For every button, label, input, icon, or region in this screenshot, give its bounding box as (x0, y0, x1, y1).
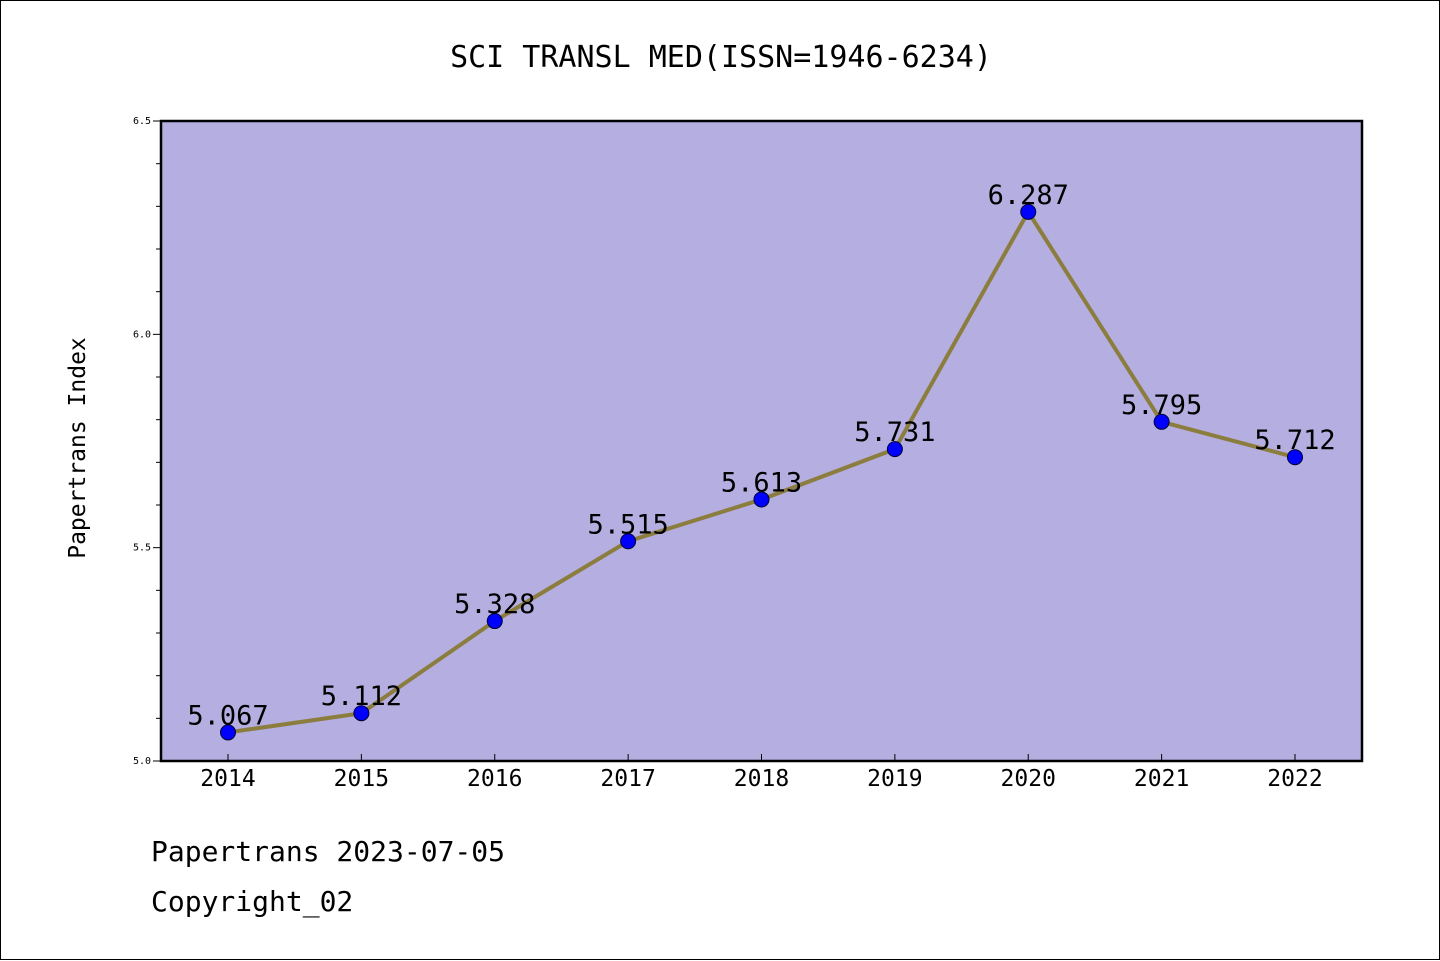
x-tick-label: 2021 (1134, 766, 1189, 792)
data-label: 5.613 (721, 467, 802, 498)
y-tick-label: 6.0 (133, 329, 151, 340)
x-tick-label: 2019 (867, 766, 922, 792)
data-label: 5.067 (187, 700, 268, 731)
data-label: 5.515 (587, 509, 668, 540)
data-point (1153, 413, 1170, 430)
footer-date: Papertrans 2023-07-05 (151, 835, 506, 868)
data-label: 5.112 (321, 681, 402, 712)
data-label: 5.795 (1121, 390, 1202, 421)
x-tick-label: 2014 (200, 766, 255, 792)
data-point (620, 533, 637, 550)
x-tick-label: 2017 (600, 766, 655, 792)
plot-area: 5.0 5.5 6.0 6.5 2014 2015 2016 2017 2018 2019 2020… (133, 116, 1364, 792)
data-label: 6.287 (988, 180, 1069, 211)
y-tick-label: 6.5 (133, 116, 151, 127)
data-point (1287, 449, 1303, 466)
data-label: 5.731 (854, 417, 935, 448)
data-point (1020, 203, 1037, 220)
data-point (886, 441, 903, 458)
data-label: 5.328 (454, 589, 535, 620)
data-point (486, 613, 503, 630)
chart-title: SCI TRANSL MED(ISSN=1946-6234) (450, 40, 992, 75)
data-label: 5.712 (1254, 425, 1335, 456)
x-tick-label: 2018 (734, 766, 789, 792)
footer-copyright: Copyright_02 (151, 885, 354, 918)
x-tick-label: 2016 (467, 766, 522, 792)
x-tick-label: 2015 (334, 766, 389, 792)
y-axis-label: Papertrans Index (65, 337, 91, 559)
x-tick-label: 2020 (1001, 766, 1056, 792)
plot-border (159, 119, 1364, 763)
x-tick-label: 2022 (1267, 766, 1322, 792)
y-tick-label: 5.5 (133, 543, 151, 554)
y-tick-label: 5.0 (133, 756, 151, 767)
plot-background (161, 121, 1362, 761)
data-point (220, 724, 236, 741)
data-point (753, 491, 770, 508)
data-point (353, 705, 370, 722)
